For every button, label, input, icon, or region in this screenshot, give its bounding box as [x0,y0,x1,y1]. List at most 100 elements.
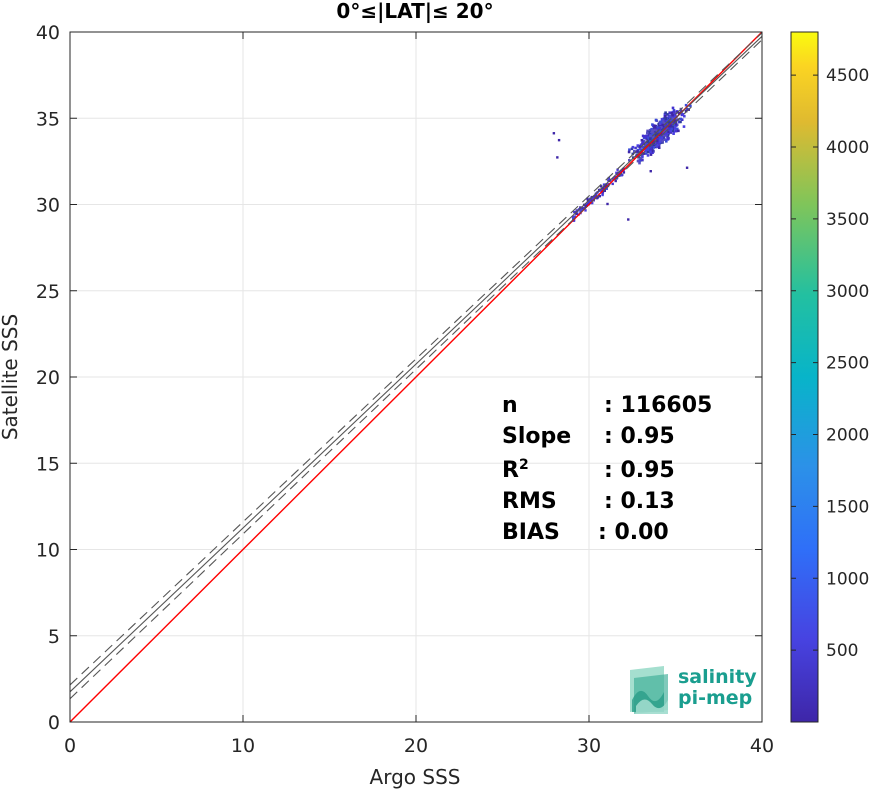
heatmap-cell [689,104,692,108]
heatmap-cell [646,154,650,157]
heatmap-cell [668,111,671,114]
colorbar-tick-label: 2500 [826,354,869,374]
stat-value: : 0.95 [604,458,675,483]
heatmap-cell [581,207,585,210]
heatmap-cell [657,146,661,149]
y-tick-label: 40 [36,22,60,44]
x-tick-label: 20 [404,735,428,757]
y-tick-label: 25 [36,281,60,303]
heatmap-cell [641,154,644,158]
heatmap-cell [667,114,671,117]
heatmap-cell [656,144,659,148]
colorbar-tick-label: 1000 [826,569,869,589]
heatmap-cell [681,113,685,116]
heatmap-cell [571,215,575,219]
heatmap-cell [628,148,631,151]
heatmap-cell [656,138,660,141]
stat-value: : 0.95 [604,424,675,449]
heatmap-cell [649,150,652,153]
heatmap-cell [573,215,576,218]
heatmap-cell [669,124,672,127]
heatmap-outlier [649,170,652,173]
heatmap-cell [666,119,669,122]
heatmap-cell [673,127,677,130]
heatmap-cell [634,146,637,150]
heatmap-cell [656,131,660,135]
heatmap-cell [586,199,590,202]
heatmap-cell [638,145,641,148]
heatmap-outlier [627,218,630,221]
heatmap-cell [616,172,620,176]
heatmap-cell [652,146,656,149]
logo-text-pi-mep: pi-mep [678,687,752,709]
heatmap-outlier [606,202,609,206]
heatmap-cell [642,152,646,155]
heatmap-cell [620,174,623,177]
heatmap-cell [671,116,675,119]
heatmap-cell [659,129,662,132]
heatmap-cell [656,142,660,145]
heatmap-cell [671,125,674,129]
heatmap-cell [646,131,649,135]
heatmap-cell [650,127,653,131]
heatmap-cell [584,203,587,206]
heatmap-cell [627,150,631,154]
heatmap-cell [664,138,667,141]
heatmap-cell [654,144,658,147]
heatmap-cell [648,143,652,147]
colorbar-tick-label: 3500 [826,210,869,230]
heatmap-cell [670,112,674,115]
heatmap-cell [648,139,651,142]
colorbar-gradient [790,31,819,723]
heatmap-cell [647,146,650,150]
heatmap-cell [672,117,675,121]
x-tick-label: 0 [64,735,76,757]
heatmap-cell [639,156,642,160]
heatmap-cell [641,134,645,138]
heatmap-cell [664,117,668,120]
heatmap-cell [684,109,688,113]
colorbar: 500 1000 1500 2000 2500 3000 3500 4000 4500 [790,31,869,723]
heatmap-cell [664,114,667,118]
y-tick-label: 15 [36,453,60,475]
stat-label: BIAS [502,520,560,545]
line-identity [69,31,763,723]
heatmap-cell [602,183,606,186]
heatmap-cell [616,168,619,171]
heatmap-cell [591,197,595,200]
heatmap-cell [599,189,602,192]
heatmap-cell [614,179,617,183]
heatmap-cell [628,159,631,162]
heatmap-cell [641,141,645,144]
stat-value: : 116605 [604,393,712,418]
chart-title: 0°≤|LAT|≤ 20° [336,0,493,23]
x-axis-title: Argo SSS [370,765,461,789]
heatmap-cell [650,151,654,154]
heatmap-cell [656,136,659,139]
heatmap-cell [659,132,663,136]
heatmap-cell [596,196,599,199]
heatmap-cell [644,149,647,152]
heatmap-cell [575,212,578,216]
heatmap-cell [679,120,682,124]
y-tick-label: 20 [36,367,60,389]
heatmap-cell [662,122,666,125]
heatmap-cell [655,133,658,137]
heatmap-cell [666,134,670,137]
heatmap-cell [656,126,659,130]
heatmap-cell [682,125,686,128]
heatmap-cell [585,204,588,207]
heatmap-cell [653,126,656,130]
heatmap-cell [665,127,669,130]
heatmap-outlier [556,156,559,159]
heatmap-cell [661,140,664,143]
heatmap-cell [655,139,659,143]
heatmap-cell [598,195,601,198]
heatmap-cell [658,139,662,142]
heatmap-cell [670,127,673,131]
heatmap-cell [654,118,658,122]
heatmap-cell [622,168,625,171]
heatmap-cell [636,159,640,163]
heatmap-cell [645,134,649,138]
line-regression [69,35,763,693]
